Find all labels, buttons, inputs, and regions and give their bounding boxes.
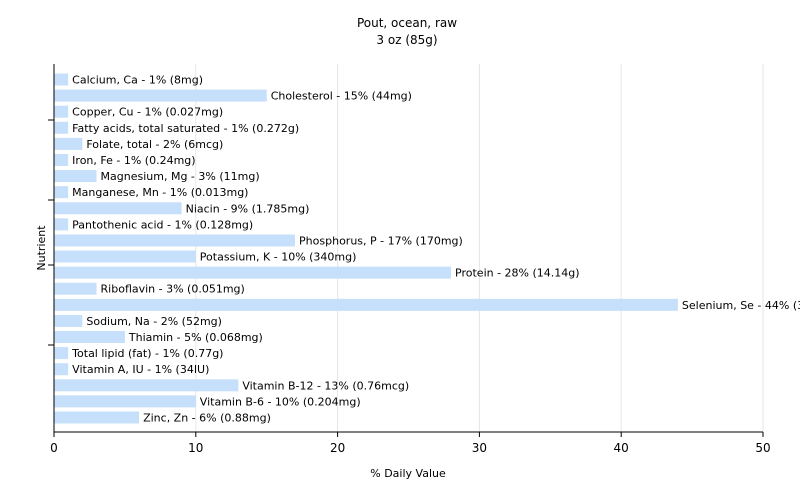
- bar-label: Copper, Cu - 1% (0.027mg): [72, 106, 223, 119]
- bar: [54, 314, 83, 327]
- bar: [54, 411, 140, 424]
- bar-label: Cholesterol - 15% (44mg): [271, 90, 412, 103]
- y-axis-label: Nutrient: [35, 225, 48, 271]
- bar: [54, 395, 196, 408]
- bar: [54, 331, 125, 344]
- bar-label: Selenium, Se - 44% (31.0mcg): [682, 299, 800, 312]
- x-tick-label: 10: [188, 441, 203, 455]
- bar: [54, 202, 182, 215]
- bar-label: Iron, Fe - 1% (0.24mg): [72, 154, 195, 167]
- x-tick-label: 30: [472, 441, 487, 455]
- chart-subtitle: 3 oz (85g): [376, 33, 437, 47]
- bar: [54, 298, 678, 311]
- bar: [54, 73, 69, 86]
- bar: [54, 218, 69, 231]
- x-axis-label: % Daily Value: [370, 467, 446, 480]
- bar: [54, 379, 239, 392]
- bar-label: Vitamin B-12 - 13% (0.76mcg): [242, 379, 409, 392]
- chart-title: Pout, ocean, raw: [357, 16, 457, 30]
- bar-label: Phosphorus, P - 17% (170mg): [299, 234, 463, 247]
- bar-label: Magnesium, Mg - 3% (11mg): [101, 170, 260, 183]
- bar: [54, 234, 296, 247]
- bar: [54, 363, 69, 376]
- x-tick-label: 20: [330, 441, 345, 455]
- bar: [54, 282, 97, 295]
- bar-label: Total lipid (fat) - 1% (0.77g): [71, 347, 223, 360]
- bar-label: Protein - 28% (14.14g): [455, 267, 580, 280]
- bar: [54, 186, 69, 199]
- bar: [54, 170, 97, 183]
- bar-label: Vitamin B-6 - 10% (0.204mg): [200, 395, 361, 408]
- bar-label: Niacin - 9% (1.785mg): [186, 202, 310, 215]
- gridlines: [195, 64, 764, 432]
- bar: [54, 250, 196, 263]
- bar-label: Folate, total - 2% (6mcg): [86, 138, 223, 151]
- bar-label: Pantothenic acid - 1% (0.128mg): [72, 218, 253, 231]
- bar-label: Calcium, Ca - 1% (8mg): [72, 74, 203, 87]
- bar: [54, 89, 267, 102]
- bar: [54, 137, 83, 150]
- bar: [54, 266, 452, 279]
- bar-label: Fatty acids, total saturated - 1% (0.272…: [72, 122, 299, 135]
- axes: 0 10 20 30 40 50: [48, 64, 771, 455]
- bar-label: Manganese, Mn - 1% (0.013mg): [72, 186, 248, 199]
- bar: [54, 347, 69, 360]
- bar-label: Riboflavin - 3% (0.051mg): [101, 283, 245, 296]
- bars: Calcium, Ca - 1% (8mg) Cholesterol - 15% …: [54, 73, 800, 425]
- bar: [54, 121, 69, 134]
- bar-label: Potassium, K - 10% (340mg): [200, 251, 357, 264]
- x-tick-label: 0: [50, 441, 58, 455]
- bar-label: Zinc, Zn - 6% (0.88mg): [143, 412, 271, 425]
- bar: [54, 153, 69, 166]
- bar: [54, 105, 69, 118]
- bar-label: Vitamin A, IU - 1% (34IU): [72, 363, 209, 376]
- bar-label: Thiamin - 5% (0.068mg): [128, 331, 263, 344]
- bar-label: Sodium, Na - 2% (52mg): [86, 315, 222, 328]
- x-tick-label: 50: [755, 441, 770, 455]
- x-tick-label: 40: [614, 441, 629, 455]
